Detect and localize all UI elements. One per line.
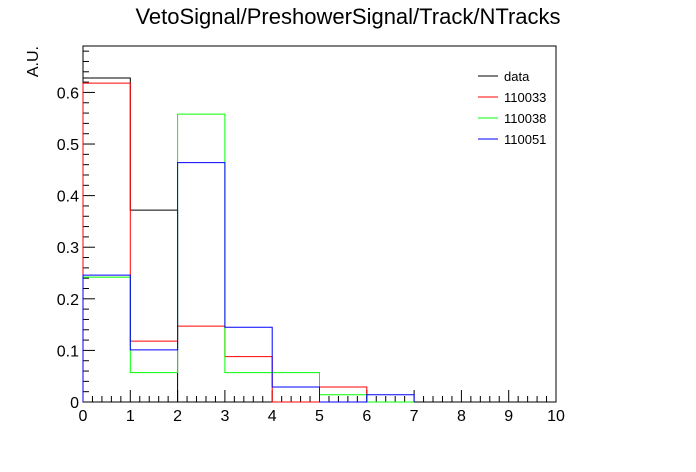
y-tick-label: 0.3 (57, 240, 79, 257)
x-tick-label: 9 (504, 408, 513, 425)
y-tick-label: 0.5 (57, 137, 79, 154)
y-axis-label: A.U. (25, 46, 42, 77)
x-tick-label: 10 (547, 408, 565, 425)
y-tick-label: 0.6 (57, 85, 79, 102)
axes: 0 1 2 3 4 5 6 7 8 9 10 0 0.1 0.2 0.3 0.4 0.5 0.6 (57, 50, 565, 425)
x-tick-label: 2 (173, 408, 182, 425)
x-tick-label: 6 (362, 408, 371, 425)
legend-data-label: data (504, 69, 530, 84)
legend: data 110033 110038 110051 (478, 69, 546, 147)
chart-title: VetoSignal/PreshowerSignal/Track/NTracks (135, 4, 560, 29)
series-group (82, 77, 415, 403)
y-tick-label: 0 (70, 395, 79, 412)
plot-frame (82, 45, 557, 403)
x-tick-label: 7 (410, 408, 419, 425)
x-tick-label: 0 (79, 408, 88, 425)
y-tick-label: 0.4 (57, 189, 79, 206)
series-110051-line (82, 162, 415, 403)
y-tick-label: 0.2 (57, 292, 79, 309)
series-110038-line (82, 113, 415, 403)
legend-110038-label: 110038 (504, 111, 546, 126)
x-tick-label: 1 (126, 408, 135, 425)
x-tick-label: 5 (315, 408, 324, 425)
x-tick-label: 8 (457, 408, 466, 425)
legend-110033-label: 110033 (504, 90, 546, 105)
legend-110051-label: 110051 (504, 132, 546, 147)
x-tick-label: 3 (220, 408, 229, 425)
x-tick-label: 4 (268, 408, 277, 425)
y-tick-label: 0.1 (57, 343, 79, 360)
